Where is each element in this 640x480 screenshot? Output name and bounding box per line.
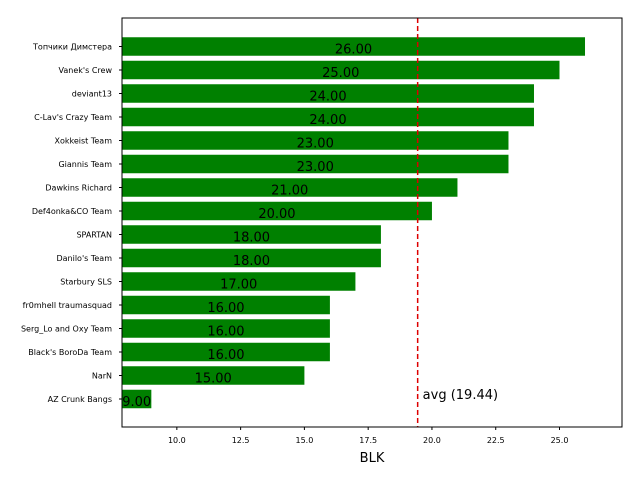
bar	[122, 342, 330, 362]
value-labels-group: 26.00 25.00 24.00 24.00 23.00 23.00 21.00 20.00…	[122, 43, 372, 411]
category-label: Xokkeist Team	[55, 137, 113, 146]
y-axis-ticks: Топчики Димстера Vanek's Crew deviant13 C-L…	[21, 43, 122, 404]
bar-value-label: 23.00	[297, 160, 334, 175]
category-label: Giannis Team	[58, 160, 112, 169]
category-label: deviant13	[72, 90, 112, 99]
bar	[122, 319, 330, 338]
bar-value-label: 21.00	[271, 184, 308, 199]
bar-value-label: 18.00	[233, 254, 270, 269]
category-label: NarN	[92, 372, 112, 381]
category-label: Топчики Димстера	[32, 43, 112, 52]
bar	[122, 60, 560, 80]
x-tick-label: 20.0	[423, 436, 441, 445]
x-tick-label: 17.5	[359, 436, 377, 445]
category-label: Vanek's Crew	[59, 66, 113, 75]
bar	[122, 366, 305, 385]
bar	[122, 37, 586, 56]
category-label: Dawkins Richard	[45, 184, 112, 193]
category-label: C-Lav's Crazy Team	[34, 113, 112, 122]
x-tick-label: 12.5	[232, 436, 250, 445]
category-label: Black's BoroDa Team	[28, 348, 112, 357]
bar	[122, 154, 509, 174]
x-axis-title: BLK	[360, 451, 385, 466]
bar-value-label: 26.00	[335, 43, 372, 58]
x-axis-ticks: 10.0 12.5 15.0 17.5 20.0 22.5 25.0	[168, 427, 568, 445]
category-label: fr0mhell traumasquad	[23, 301, 112, 310]
x-tick-label: 10.0	[168, 436, 186, 445]
bars-group	[122, 37, 586, 409]
bar-value-label: 25.00	[322, 66, 359, 81]
bar-value-label: 18.00	[233, 231, 270, 246]
category-label: SPARTAN	[76, 231, 112, 240]
bar	[122, 272, 356, 291]
bar	[122, 107, 534, 127]
bar	[122, 295, 330, 315]
bar-value-label: 9.00	[122, 395, 151, 410]
bar	[122, 178, 458, 197]
bar-value-label: 16.00	[207, 325, 244, 340]
bar-value-label: 24.00	[309, 113, 346, 128]
x-tick-label: 22.5	[487, 436, 505, 445]
bar-value-label: 23.00	[297, 137, 334, 152]
bar-value-label: 16.00	[207, 348, 244, 363]
x-tick-label: 15.0	[295, 436, 313, 445]
bar-value-label: 20.00	[258, 207, 295, 222]
bar	[122, 389, 152, 409]
category-label: Danilo's Team	[56, 254, 112, 263]
bar-value-label: 15.00	[195, 372, 232, 387]
category-label: Def4onka&CO Team	[32, 207, 112, 216]
bar	[122, 201, 432, 221]
bar	[122, 225, 381, 244]
x-tick-label: 25.0	[551, 436, 569, 445]
category-label: AZ Crunk Bangs	[48, 395, 112, 404]
bar	[122, 248, 381, 268]
average-label: avg (19.44)	[423, 388, 498, 403]
bar	[122, 84, 534, 103]
category-label: Starbury SLS	[60, 278, 112, 287]
bar-value-label: 16.00	[207, 301, 244, 316]
plot-frame	[121, 17, 623, 428]
bar-value-label: 24.00	[309, 90, 346, 105]
category-label: Serg_Lo and Oxy Team	[21, 325, 112, 334]
bar-value-label: 17.00	[220, 278, 257, 293]
bar	[122, 131, 509, 150]
